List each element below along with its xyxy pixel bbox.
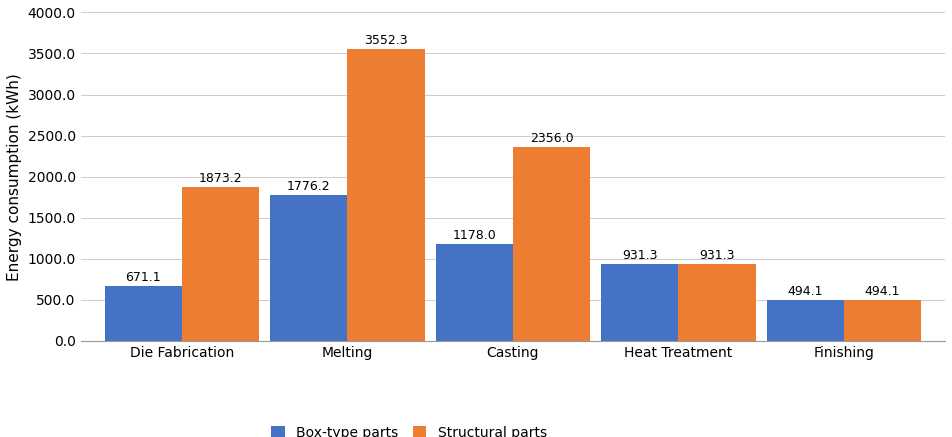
Bar [270, 195, 347, 341]
Bar [843, 300, 922, 341]
Text: 1873.2: 1873.2 [199, 172, 242, 185]
Text: 3552.3: 3552.3 [364, 34, 407, 47]
Text: 2356.0: 2356.0 [529, 132, 573, 146]
Text: 1178.0: 1178.0 [452, 229, 496, 242]
Bar [105, 286, 182, 341]
Bar [679, 264, 756, 341]
Bar [347, 49, 425, 341]
Legend: Box-type parts, Structural parts: Box-type parts, Structural parts [266, 420, 552, 437]
Y-axis label: Energy consumption (kWh): Energy consumption (kWh) [7, 73, 22, 281]
Bar [182, 187, 259, 341]
Bar [436, 244, 513, 341]
Text: 494.1: 494.1 [864, 285, 901, 298]
Bar [513, 147, 590, 341]
Text: 931.3: 931.3 [622, 250, 658, 262]
Text: 1776.2: 1776.2 [287, 180, 330, 193]
Bar [601, 264, 679, 341]
Text: 671.1: 671.1 [126, 271, 161, 284]
Bar [766, 300, 843, 341]
Text: 494.1: 494.1 [787, 285, 823, 298]
Text: 931.3: 931.3 [699, 250, 735, 262]
